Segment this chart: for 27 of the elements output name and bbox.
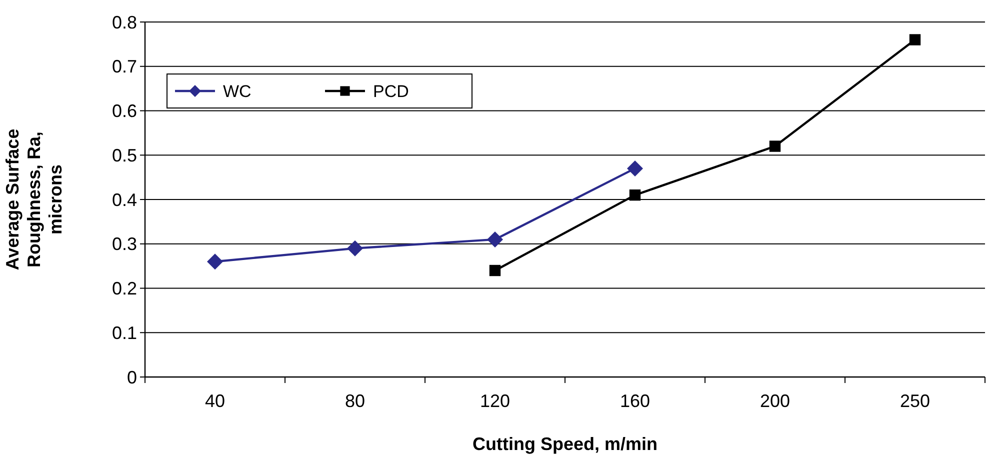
- y-tick-label: 0.5: [112, 145, 137, 166]
- y-tick-label: 0.7: [112, 56, 137, 77]
- y-tick-label: 0.6: [112, 101, 137, 122]
- point: [487, 231, 503, 248]
- y-tick-label: 0.3: [112, 234, 137, 254]
- x-tick-label: 250: [900, 391, 930, 411]
- x-tick-label: 80: [344, 391, 366, 411]
- y-tick-label: 0.8: [112, 12, 137, 32]
- x-tick-label: 120: [480, 391, 510, 411]
- point: [347, 240, 363, 256]
- y-tick-label: 0: [126, 367, 137, 388]
- x-tick-label: 200: [760, 391, 790, 411]
- legend-label: PCD: [373, 82, 409, 101]
- legend-label: WC: [223, 82, 252, 101]
- point: [629, 189, 641, 201]
- point: [207, 254, 223, 270]
- point: [909, 34, 921, 46]
- point: [489, 264, 501, 276]
- y-tick-label: 0.2: [112, 278, 137, 299]
- point: [627, 160, 643, 176]
- y-axis-title: Average Surface Roughness, Ra, microns: [2, 128, 66, 270]
- point: [769, 140, 781, 152]
- x-tick-label: 40: [204, 391, 226, 411]
- x-axis-title: Cutting Speed, m/min: [472, 434, 658, 454]
- x-tick-label: 160: [620, 391, 650, 411]
- y-tick-label: 0.1: [112, 322, 137, 343]
- y-tick-label: 0.4: [112, 190, 137, 210]
